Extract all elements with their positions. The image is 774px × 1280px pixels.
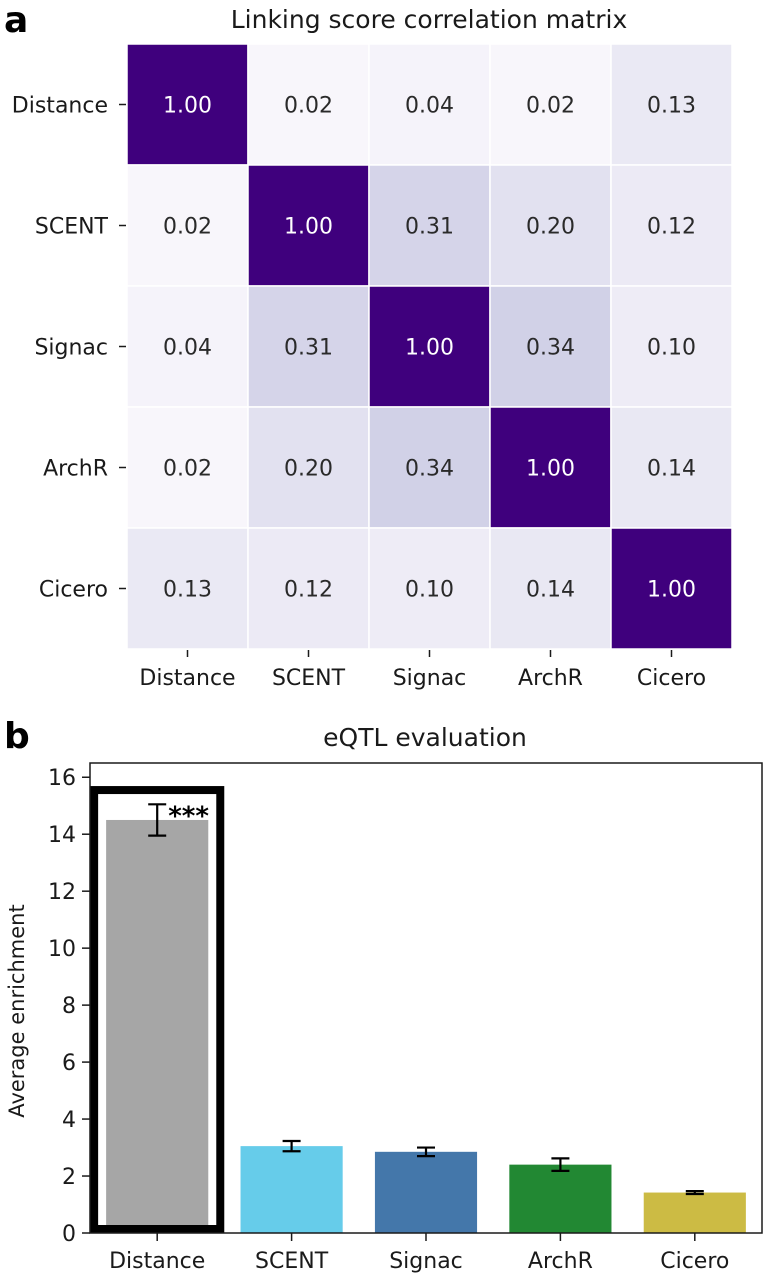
y-tick-label: 16 — [48, 766, 76, 791]
y-tick-label: 10 — [48, 937, 76, 962]
heatmap-cell — [610, 43, 733, 166]
heatmap-row-label: Distance — [12, 94, 108, 119]
heatmap-cell-label: 1.00 — [163, 94, 212, 119]
error-bar — [685, 1190, 704, 1196]
heatmap-cell-label: 0.14 — [526, 578, 575, 603]
heatmap-cell-label: 0.34 — [405, 457, 454, 482]
heatmap-cell-label: 0.02 — [526, 94, 575, 119]
highlight-box — [90, 786, 225, 1233]
bar-chart: *** 0 2 4 6 8 10 12 14 16 Distance SCENT Signac ArchR… — [48, 762, 763, 1274]
heatmap-cell-label: 0.34 — [526, 336, 575, 361]
heatmap-cell — [368, 406, 491, 529]
heatmap-cell-label: 0.31 — [405, 215, 454, 240]
heatmap-col-label: ArchR — [518, 666, 583, 691]
heatmap-col-label: SCENT — [272, 666, 346, 691]
x-tick-label: Distance — [109, 1249, 205, 1274]
error-bar — [417, 1146, 435, 1158]
heatmap-cell-label: 0.10 — [405, 578, 454, 603]
heatmap-cell-label: 0.20 — [284, 457, 333, 482]
heatmap-col-label: Distance — [139, 666, 235, 691]
y-tick-label: 12 — [48, 880, 76, 905]
heatmap-cell-label: 0.02 — [163, 215, 212, 240]
heatmap-cell — [126, 527, 249, 650]
heatmap-cell — [610, 285, 733, 408]
heatmap-row-label: Cicero — [39, 578, 108, 603]
heatmap-cell-label: 0.13 — [647, 94, 696, 119]
heatmap-cell — [610, 406, 733, 529]
error-bar — [282, 1139, 301, 1153]
heatmap-cell — [489, 285, 612, 408]
heatmap-cell-label: 1.00 — [647, 578, 696, 603]
y-axis-label: Average enrichment — [5, 904, 29, 1117]
y-tick-label: 4 — [62, 1108, 76, 1133]
heatmap-cell — [247, 527, 370, 650]
heatmap-cell — [368, 164, 491, 287]
heatmap-cell-label: 1.00 — [526, 457, 575, 482]
y-tick-label: 8 — [62, 994, 76, 1019]
y-tick-label: 2 — [62, 1165, 76, 1190]
y-tick-label: 14 — [48, 823, 76, 848]
heatmap-cell — [610, 164, 733, 287]
heatmap-cell — [368, 285, 491, 408]
heatmap-cell-label: 0.04 — [405, 94, 454, 119]
heatmap-cell-label: 0.10 — [647, 336, 696, 361]
heatmap-cell — [247, 285, 370, 408]
heatmap-col-label: Cicero — [637, 666, 706, 691]
heatmap-row-label: ArchR — [43, 457, 108, 482]
heatmap-row-label: SCENT — [35, 215, 109, 240]
heatmap-cell — [126, 164, 249, 287]
bar-chart-title: eQTL evaluation — [323, 723, 527, 752]
heatmap-cell — [489, 43, 612, 166]
bar — [509, 1164, 612, 1233]
heatmap-row-label: Signac — [34, 336, 108, 361]
bar — [374, 1151, 478, 1233]
heatmap-cell-label: 1.00 — [284, 215, 333, 240]
y-tick-label: 6 — [62, 1051, 76, 1076]
heatmap-cell — [368, 43, 491, 166]
heatmap-cell-label: 0.31 — [284, 336, 333, 361]
heatmap-cell-label: 0.02 — [284, 94, 333, 119]
heatmap-cell — [610, 527, 733, 650]
x-tick-label: Cicero — [660, 1249, 729, 1274]
error-bar — [148, 803, 167, 837]
heatmap-cell — [247, 406, 370, 529]
bar — [106, 819, 209, 1233]
error-bar — [551, 1157, 570, 1173]
x-tick-label: ArchR — [528, 1249, 593, 1274]
heatmap-cell — [126, 406, 249, 529]
panel-b-label: b — [4, 716, 30, 757]
heatmap-cell-label: 0.04 — [163, 336, 212, 361]
heatmap-cell-label: 0.02 — [163, 457, 212, 482]
heatmap-col-label: Signac — [393, 666, 467, 691]
bar — [240, 1146, 343, 1233]
x-tick-label: SCENT — [255, 1249, 329, 1274]
heatmap-cell-label: 0.12 — [284, 578, 333, 603]
heatmap-cell — [489, 406, 612, 529]
heatmap-cell — [126, 43, 249, 166]
heatmap-cell — [368, 527, 491, 650]
heatmap-cell-label: 0.12 — [647, 215, 696, 240]
x-tick-label: Signac — [389, 1249, 463, 1274]
bar — [643, 1192, 746, 1233]
heatmap-cell-label: 0.13 — [163, 578, 212, 603]
heatmap: 1.00 0.02 0.04 0.02 0.13 0.02 1.00 0.31 0.20 0.12… — [12, 43, 733, 691]
heatmap-cell — [247, 43, 370, 166]
panel-a-label: a — [4, 0, 28, 41]
heatmap-cell-label: 1.00 — [405, 336, 454, 361]
heatmap-title: Linking score correlation matrix — [231, 5, 628, 34]
heatmap-cell-label: 0.20 — [526, 215, 575, 240]
heatmap-cell-label: 0.14 — [647, 457, 696, 482]
y-tick-label: 0 — [62, 1222, 76, 1247]
significance-annotation: *** — [168, 801, 209, 831]
